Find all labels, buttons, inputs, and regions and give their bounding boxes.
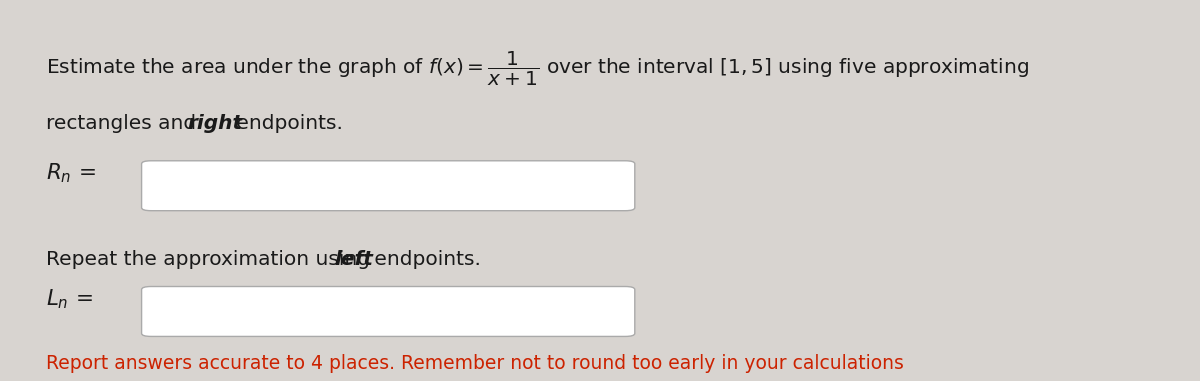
Text: Repeat the approximation using: Repeat the approximation using (46, 250, 376, 269)
FancyBboxPatch shape (142, 287, 635, 336)
Text: endpoints.: endpoints. (368, 250, 481, 269)
Text: rectangles and: rectangles and (46, 114, 202, 133)
Text: Report answers accurate to 4 places. Remember not to round too early in your cal: Report answers accurate to 4 places. Rem… (46, 354, 904, 373)
Text: $R_n\, =$: $R_n\, =$ (46, 162, 96, 185)
Text: endpoints.: endpoints. (230, 114, 343, 133)
Text: $L_n\, =$: $L_n\, =$ (46, 287, 94, 311)
FancyBboxPatch shape (142, 161, 635, 211)
Text: left: left (335, 250, 373, 269)
Text: Estimate the area under the graph of $f(x) = \dfrac{1}{x+1}$ over the interval $: Estimate the area under the graph of $f(… (46, 50, 1028, 88)
Text: right: right (187, 114, 242, 133)
